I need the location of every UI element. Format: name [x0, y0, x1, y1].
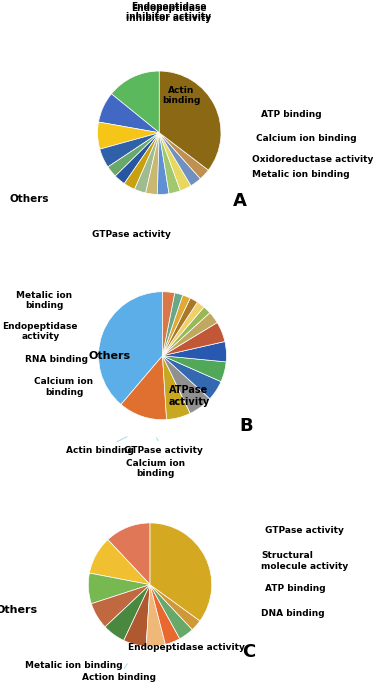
- Wedge shape: [115, 133, 159, 184]
- Wedge shape: [159, 133, 191, 190]
- Wedge shape: [100, 133, 159, 167]
- Wedge shape: [124, 133, 159, 189]
- Text: ATP binding: ATP binding: [265, 584, 326, 593]
- Text: Calcium ion
binding: Calcium ion binding: [34, 377, 94, 397]
- Wedge shape: [146, 133, 159, 195]
- Wedge shape: [121, 356, 166, 420]
- Wedge shape: [146, 585, 165, 647]
- Text: Calcium ion binding: Calcium ion binding: [255, 134, 356, 143]
- Wedge shape: [162, 292, 175, 356]
- Wedge shape: [157, 133, 169, 195]
- Wedge shape: [111, 71, 159, 133]
- Text: RNA binding: RNA binding: [25, 355, 88, 364]
- Text: Others: Others: [89, 351, 131, 361]
- Text: GTPase activity: GTPase activity: [265, 525, 344, 534]
- Wedge shape: [162, 313, 217, 356]
- Text: ATPase
activity: ATPase activity: [168, 385, 210, 406]
- Text: Endopeptidase
inhibitor activity: Endopeptidase inhibitor activity: [126, 2, 211, 21]
- Wedge shape: [124, 585, 150, 646]
- Wedge shape: [91, 585, 150, 627]
- Text: Others: Others: [0, 605, 38, 614]
- Wedge shape: [150, 585, 192, 638]
- Wedge shape: [159, 133, 180, 194]
- Wedge shape: [162, 323, 225, 356]
- Wedge shape: [98, 292, 162, 404]
- Text: Endopeptidase activity: Endopeptidase activity: [128, 643, 245, 652]
- Wedge shape: [108, 523, 150, 585]
- Wedge shape: [150, 585, 200, 630]
- Wedge shape: [98, 94, 159, 133]
- Text: Structural
molecule activity: Structural molecule activity: [261, 551, 348, 571]
- Text: Metalic ion
binding: Metalic ion binding: [16, 291, 72, 310]
- Text: Oxidoreductase activity: Oxidoreductase activity: [252, 155, 373, 164]
- Wedge shape: [89, 540, 150, 585]
- Text: Endopeptidase
activity: Endopeptidase activity: [3, 322, 78, 342]
- Wedge shape: [150, 523, 212, 621]
- Wedge shape: [162, 356, 210, 413]
- Text: Metalic ion binding: Metalic ion binding: [252, 171, 349, 179]
- Wedge shape: [159, 71, 221, 170]
- Text: GTPase activity: GTPase activity: [124, 438, 203, 455]
- Wedge shape: [135, 133, 159, 193]
- Text: Metalic ion binding: Metalic ion binding: [25, 662, 123, 671]
- Wedge shape: [162, 293, 183, 356]
- Wedge shape: [108, 133, 159, 176]
- Wedge shape: [162, 342, 227, 362]
- Text: Others: Others: [10, 194, 49, 204]
- Wedge shape: [162, 356, 221, 399]
- Wedge shape: [105, 585, 150, 640]
- Wedge shape: [150, 585, 180, 645]
- Text: Calcium ion
binding: Calcium ion binding: [126, 459, 185, 478]
- Text: Action binding: Action binding: [82, 664, 156, 682]
- Wedge shape: [88, 573, 150, 603]
- Text: Actin binding: Actin binding: [66, 437, 134, 455]
- Text: A: A: [232, 192, 246, 210]
- Text: DNA binding: DNA binding: [261, 608, 325, 618]
- Wedge shape: [159, 133, 200, 186]
- Wedge shape: [159, 133, 208, 179]
- Text: C: C: [242, 643, 255, 662]
- Text: Endopeptidase
inhibitor activity: Endopeptidase inhibitor activity: [126, 3, 211, 23]
- Wedge shape: [162, 295, 190, 356]
- Wedge shape: [162, 302, 204, 356]
- Wedge shape: [162, 356, 190, 420]
- Wedge shape: [98, 122, 159, 149]
- Text: ATP binding: ATP binding: [261, 110, 322, 119]
- Text: GTPase activity: GTPase activity: [92, 230, 171, 239]
- Wedge shape: [162, 356, 226, 382]
- Text: Actin
binding: Actin binding: [162, 86, 201, 105]
- Wedge shape: [162, 307, 210, 356]
- Text: B: B: [239, 417, 252, 436]
- Wedge shape: [162, 298, 197, 356]
